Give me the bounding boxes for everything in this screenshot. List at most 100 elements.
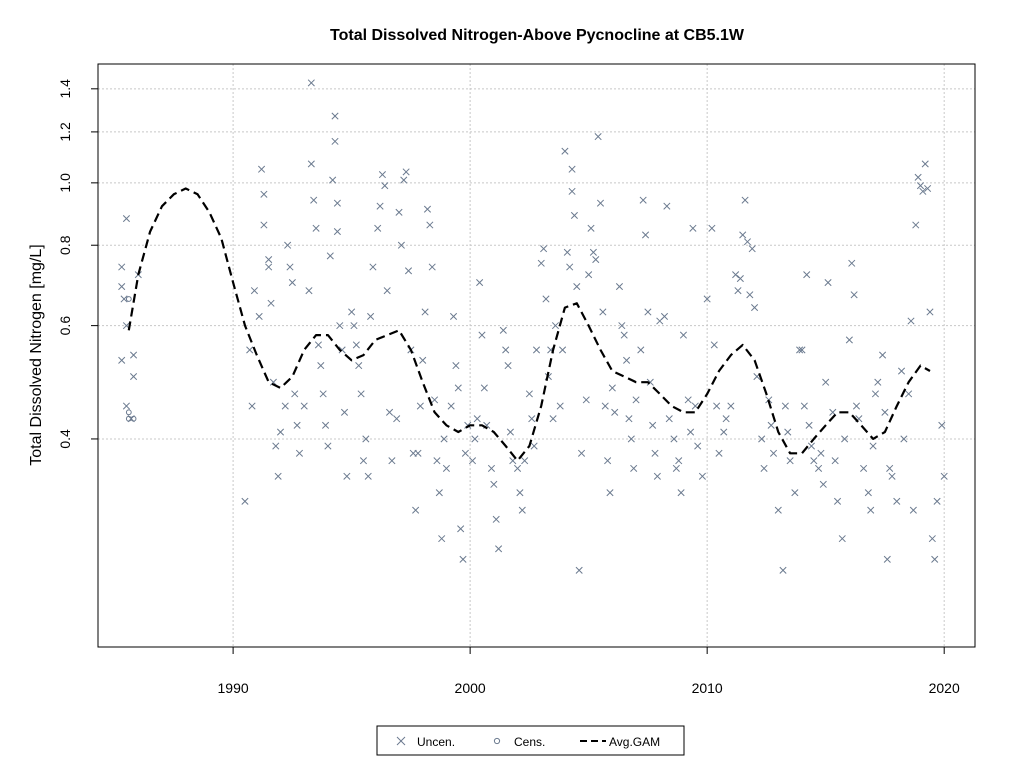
uncen-point xyxy=(838,535,846,543)
uncen-point xyxy=(122,215,130,223)
uncen-point xyxy=(300,402,308,410)
cens-point xyxy=(130,415,137,422)
uncen-point xyxy=(566,263,574,271)
uncen-point xyxy=(646,378,654,386)
uncen-point xyxy=(307,79,315,87)
y-tick-label: 1.0 xyxy=(57,173,73,193)
uncen-point xyxy=(118,283,126,291)
uncen-point xyxy=(912,221,920,229)
uncen-point xyxy=(618,322,626,330)
uncen-point xyxy=(428,263,436,271)
uncen-point xyxy=(594,133,602,141)
uncen-point xyxy=(784,428,792,436)
uncen-point xyxy=(907,317,915,325)
uncen-point xyxy=(521,457,529,465)
uncen-point xyxy=(492,515,500,523)
uncen-point xyxy=(426,221,434,229)
uncen-point xyxy=(457,525,465,533)
uncen-point xyxy=(348,308,356,316)
uncen-point xyxy=(416,402,424,410)
data-points xyxy=(118,79,948,574)
uncen-point xyxy=(928,535,936,543)
uncen-point xyxy=(385,408,394,416)
uncen-point xyxy=(869,442,877,450)
uncen-point xyxy=(265,263,273,271)
uncen-point xyxy=(291,390,299,398)
uncen-point xyxy=(850,291,858,299)
uncen-point xyxy=(319,390,327,398)
uncen-point xyxy=(727,402,735,410)
uncen-point xyxy=(397,241,405,249)
uncen-point xyxy=(120,295,128,303)
uncen-point xyxy=(774,506,782,514)
uncen-point xyxy=(608,384,616,392)
uncen-point xyxy=(241,497,249,505)
uncen-point xyxy=(874,378,882,386)
uncen-point xyxy=(703,295,711,303)
uncen-point xyxy=(687,428,695,436)
uncen-point xyxy=(575,566,583,574)
uncen-point xyxy=(615,283,624,291)
uncen-point xyxy=(321,421,330,429)
uncen-point xyxy=(293,421,301,429)
uncen-point xyxy=(532,346,541,354)
uncen-point xyxy=(369,263,377,271)
uncen-point xyxy=(265,256,273,264)
uncen-point xyxy=(938,421,946,429)
uncen-point xyxy=(833,497,842,505)
uncen-point xyxy=(921,160,929,168)
uncen-point xyxy=(694,442,702,450)
uncen-point xyxy=(867,506,875,514)
uncen-point xyxy=(893,497,901,505)
uncen-point xyxy=(388,457,396,465)
uncen-point xyxy=(476,278,484,287)
uncen-point xyxy=(563,248,571,256)
uncen-point xyxy=(675,457,683,465)
legend-cens-label: Cens. xyxy=(514,735,545,749)
uncen-point xyxy=(378,171,386,179)
uncen-point xyxy=(592,256,600,264)
uncen-point xyxy=(274,472,282,480)
uncen-point xyxy=(281,402,289,410)
uncen-point xyxy=(257,165,266,173)
uncen-point xyxy=(822,378,830,386)
uncen-point xyxy=(516,489,524,497)
uncen-point xyxy=(758,435,766,443)
y-axis: 0.4 0.6 0.8 1.0 1.2 1.4 xyxy=(57,79,98,449)
y-tick-label: 0.6 xyxy=(57,316,73,336)
uncen-point xyxy=(495,545,503,553)
gam-line-layer xyxy=(127,187,931,462)
uncen-point xyxy=(286,263,294,271)
uncen-point xyxy=(916,182,925,190)
uncen-point xyxy=(556,402,564,410)
uncen-point xyxy=(672,464,680,472)
uncen-point xyxy=(879,351,887,359)
uncen-point xyxy=(798,346,806,354)
uncen-point xyxy=(886,464,894,472)
y-tick-label: 1.2 xyxy=(57,122,73,142)
uncen-point xyxy=(395,208,403,216)
uncen-point xyxy=(741,196,749,204)
uncen-point xyxy=(295,449,304,457)
uncen-point xyxy=(679,331,688,339)
uncen-point xyxy=(461,449,469,457)
uncen-point xyxy=(433,457,441,465)
uncen-point xyxy=(732,271,740,279)
uncen-point xyxy=(810,457,818,465)
uncen-point xyxy=(480,384,488,392)
uncen-point xyxy=(490,480,498,488)
uncen-point xyxy=(786,457,794,465)
uncen-point xyxy=(604,457,612,465)
uncen-point xyxy=(748,245,756,253)
uncen-point xyxy=(841,435,849,443)
uncen-point xyxy=(715,449,723,457)
uncen-point xyxy=(333,228,341,236)
uncen-point xyxy=(931,555,939,563)
uncen-point xyxy=(447,402,455,410)
legend-uncen-marker xyxy=(396,736,406,746)
legend-box xyxy=(376,725,685,756)
uncen-point xyxy=(800,402,808,410)
uncen-point xyxy=(440,435,448,443)
uncen-point xyxy=(255,312,263,321)
uncen-point xyxy=(374,224,382,232)
